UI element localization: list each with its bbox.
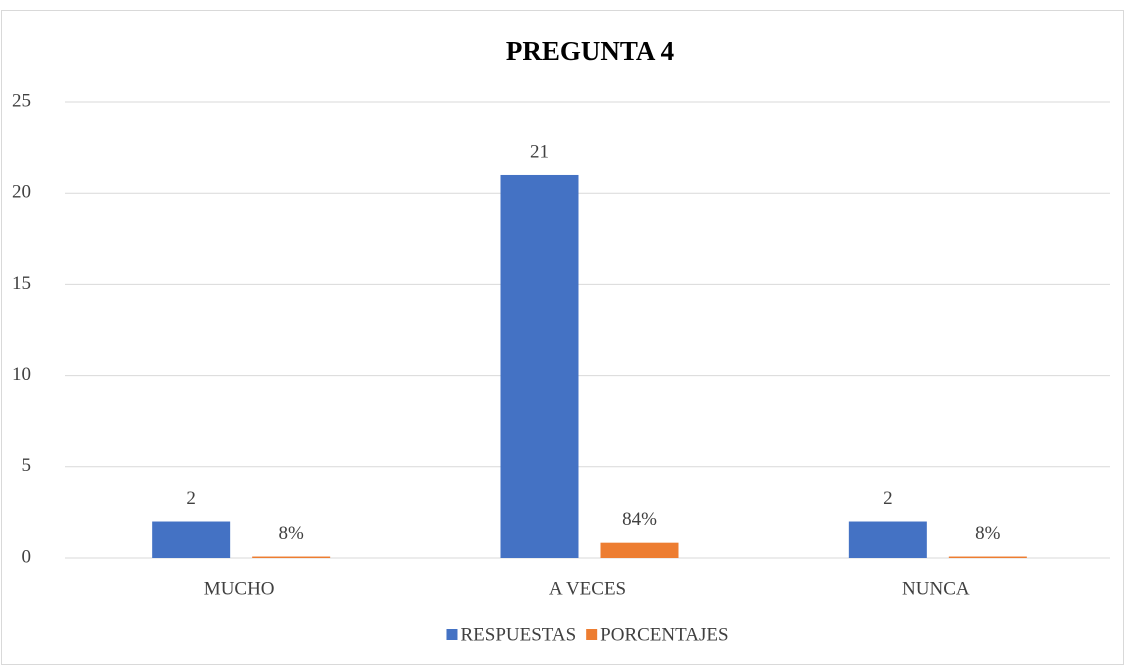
- legend-label: RESPUESTAS: [460, 624, 576, 645]
- data-label: 8%: [975, 523, 1001, 544]
- y-tick-label: 20: [12, 182, 31, 203]
- chart-title: PREGUNTA 4: [506, 36, 674, 66]
- bar: [600, 542, 679, 558]
- x-tick-label: A VECES: [549, 578, 626, 599]
- bar: [500, 174, 579, 558]
- legend-swatch: [586, 629, 598, 640]
- bar: [152, 521, 231, 558]
- bar: [948, 556, 1027, 558]
- y-tick-label: 10: [12, 364, 31, 385]
- x-tick-label: NUNCA: [902, 578, 970, 599]
- bar: [848, 521, 927, 558]
- x-tick-label: MUCHO: [204, 578, 275, 599]
- data-label: 2: [883, 488, 893, 509]
- data-label: 2: [186, 488, 196, 509]
- bar: [252, 556, 331, 558]
- y-tick-label: 0: [22, 546, 32, 567]
- data-label: 8%: [279, 523, 305, 544]
- data-label: 21: [530, 141, 549, 162]
- y-tick-label: 5: [22, 455, 32, 476]
- data-label: 84%: [622, 509, 657, 530]
- legend-swatch: [446, 629, 458, 640]
- legend-label: PORCENTAJES: [600, 624, 728, 645]
- y-tick-label: 15: [12, 273, 31, 294]
- y-tick-label: 25: [12, 90, 31, 111]
